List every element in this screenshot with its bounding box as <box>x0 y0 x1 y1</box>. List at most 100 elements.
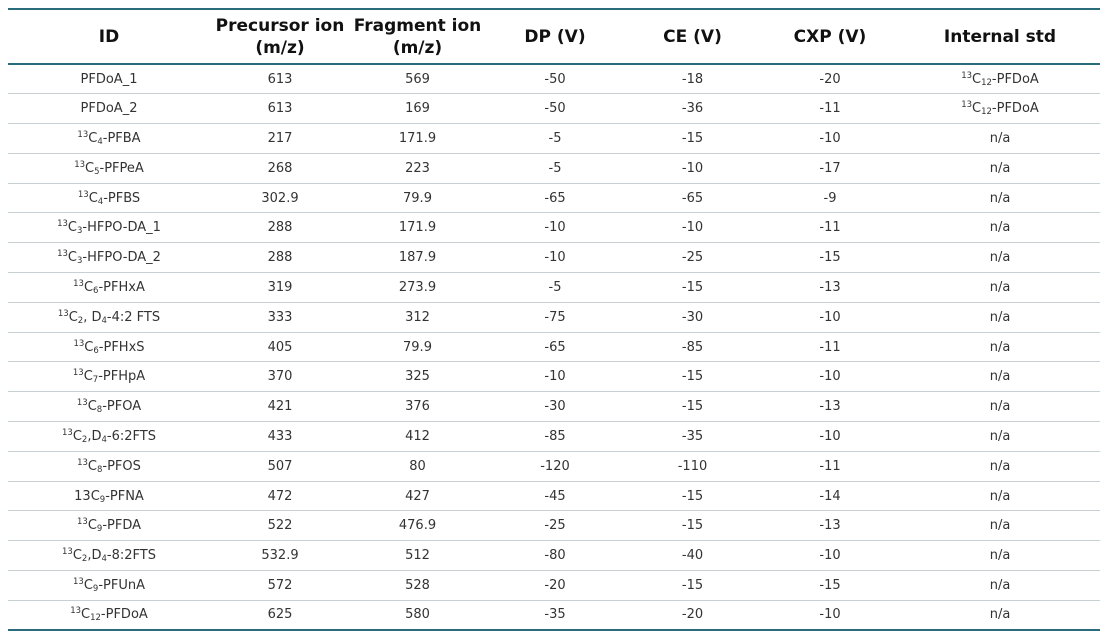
cell-precursor: 319 <box>267 279 293 295</box>
formula-part-sub: 12 <box>90 613 101 624</box>
formula-part-base: n/a <box>989 250 1011 266</box>
cell-ce: -36 <box>681 101 704 117</box>
formula-part-base: C <box>88 190 98 206</box>
formula-part-base: C <box>87 399 97 415</box>
formula-part-rest: -PFUnA <box>98 577 145 593</box>
cell-id: 13C8-PFOA <box>8 392 210 422</box>
cell-id: PFDoA_1 <box>8 64 210 94</box>
table-header: ID Precursor ion (m/z) Fragment ion (m/z) … <box>8 9 1100 64</box>
formula-part-sub2: 4 <box>101 554 107 565</box>
table-row: PFDoA_1 613 569 -50 -18 -20 13C12-PFDoA <box>8 64 1100 94</box>
cell-internal-std: n/a <box>900 511 1100 541</box>
formula-part-sup: 13 <box>62 547 73 558</box>
formula-part-sub: 6 <box>93 345 99 356</box>
cell-ce: -30 <box>681 309 704 325</box>
cell-ce: -15 <box>681 518 704 534</box>
cell-dp: -25 <box>544 518 566 534</box>
formula-part-sup: 13 <box>73 576 84 587</box>
formula-part-rest2: -4:2 FTS <box>106 309 161 325</box>
formula-part-rest: -PFPeA <box>99 160 144 176</box>
formula-part-sup: 13 <box>76 517 88 528</box>
table-row: 13C8-PFOS 507 80 -120 -110 -11 n/a <box>8 451 1100 482</box>
formula-part-base: PFDoA_1 <box>80 71 138 87</box>
cell-fragment: 80 <box>409 458 426 474</box>
table-row: 13C2,D4-6:2FTS 433 412 -85 -35 -10 n/a <box>8 422 1100 452</box>
cell-cxp: -9 <box>823 190 837 206</box>
cell-cxp: -10 <box>819 548 841 564</box>
cell-id: 13C2, D4-4:2 FTS <box>8 302 210 332</box>
cell-cxp: -10 <box>819 428 841 444</box>
cell-internal-std: n/a <box>900 392 1100 422</box>
cell-internal-std: n/a <box>900 332 1100 362</box>
formula-part-base: C <box>83 279 94 295</box>
formula-part-sub: 9 <box>92 583 99 594</box>
formula-part-base: n/a <box>989 488 1011 504</box>
formula-part-sup: 13 <box>72 368 84 379</box>
cell-id: PFDoA_2 <box>8 94 210 124</box>
cell-dp: -45 <box>544 488 566 504</box>
formula-part-rest: -PFHxS <box>98 339 145 355</box>
cell-ce: -15 <box>681 130 704 146</box>
formula-part-rest: -HFPO-DA_2 <box>82 250 161 266</box>
cell-ce: -35 <box>681 428 704 444</box>
cell-fragment: 528 <box>405 577 430 593</box>
formula-part-sup: 13 <box>77 457 88 468</box>
cell-id: 13C9-PFNA <box>8 481 210 511</box>
cell-precursor: 288 <box>267 220 293 236</box>
formula-part-sup: 13 <box>961 100 973 111</box>
cell-cxp: -11 <box>819 458 841 474</box>
cell-fragment: 512 <box>405 548 430 564</box>
formula-part-base: n/a <box>989 279 1011 295</box>
formula-part-sub2: 4 <box>101 434 107 445</box>
formula-part-rest: -PFBS <box>103 190 141 206</box>
header-internal-std: Internal std <box>900 9 1100 64</box>
cell-internal-std: n/a <box>900 481 1100 511</box>
cell-internal-std: n/a <box>900 451 1100 481</box>
cell-dp: -30 <box>544 399 566 415</box>
formula-part-sup: 13 <box>57 249 68 260</box>
cell-id: 13C7-PFHpA <box>8 362 210 392</box>
cell-precursor: 302.9 <box>261 190 299 206</box>
formula-part-base: n/a <box>989 607 1011 623</box>
formula-part-rest: -PFOA <box>102 399 142 415</box>
formula-part-sub: 6 <box>93 285 99 296</box>
cell-cxp: -11 <box>819 339 841 355</box>
table-row: 13C5-PFPeA 268 223 -5 -10 -17 n/a <box>8 153 1100 184</box>
cell-fragment: 187.9 <box>398 250 437 266</box>
formula-part-sub: 2 <box>81 434 88 445</box>
formula-part-base: PFDoA_2 <box>80 101 138 117</box>
cell-dp: -10 <box>544 220 566 236</box>
table-row: 13C6-PFHxA 319 273.9 -5 -15 -13 n/a <box>8 273 1100 303</box>
formula-part-base: C <box>67 220 77 236</box>
cell-cxp: -11 <box>819 220 841 236</box>
formula-part-base: C <box>88 130 98 146</box>
cell-cxp: -15 <box>819 250 841 266</box>
cell-dp: -65 <box>544 339 566 355</box>
formula-part-rest: ,D <box>87 548 102 564</box>
cell-fragment: 223 <box>405 160 430 176</box>
formula-part-sup: 13 <box>74 159 86 170</box>
cell-cxp: -13 <box>819 279 841 295</box>
cell-ce: -15 <box>681 488 704 504</box>
formula-part-rest2: -8:2FTS <box>106 548 156 564</box>
cell-id: 13C6-PFHxS <box>8 332 210 362</box>
formula-part-sup: 13 <box>77 189 89 200</box>
formula-part-base: 13C <box>74 488 100 504</box>
cell-id: 13C9-PFDA <box>8 511 210 541</box>
formula-part-base: C <box>87 458 97 474</box>
header-label: CXP (V) <box>793 26 867 47</box>
formula-part-base: n/a <box>989 190 1011 206</box>
cell-id: 13C3-HFPO-DA_2 <box>8 243 210 273</box>
cell-dp: -75 <box>544 309 566 325</box>
cell-fragment: 79.9 <box>403 339 432 355</box>
formula-part-base: C <box>85 160 95 176</box>
cell-fragment: 580 <box>405 607 430 623</box>
cell-precursor: 532.9 <box>261 548 299 564</box>
formula-part-base: C <box>72 548 82 564</box>
cell-internal-std: n/a <box>900 600 1100 630</box>
cell-precursor: 370 <box>267 369 293 385</box>
table-row: 13C8-PFOA 421 376 -30 -15 -13 n/a <box>8 392 1100 422</box>
cell-dp: -5 <box>548 130 562 146</box>
cell-precursor: 405 <box>267 339 293 355</box>
cell-cxp: -20 <box>819 71 841 87</box>
